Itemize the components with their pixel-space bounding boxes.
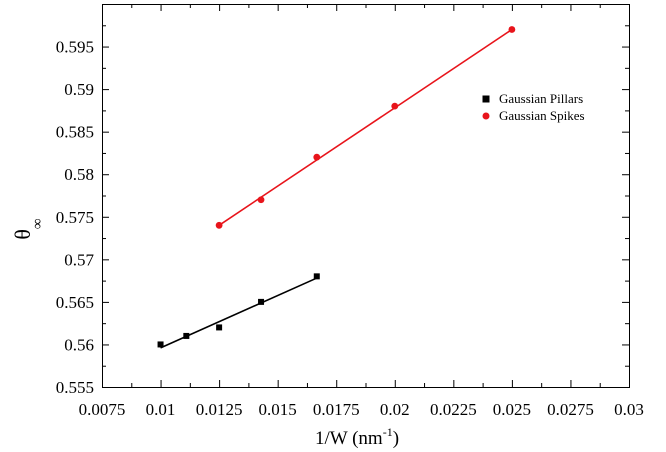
y-tick-label: 0.57 <box>64 250 94 269</box>
data-point-gaussian-spikes <box>215 221 223 229</box>
x-tick-label: 0.01 <box>146 400 176 419</box>
data-point-gaussian-pillars <box>183 332 190 339</box>
data-point-gaussian-spikes <box>257 196 265 204</box>
data-point-gaussian-spikes <box>313 153 321 161</box>
x-tick-label: 0.0225 <box>430 400 477 419</box>
y-tick-label: 0.585 <box>56 123 94 142</box>
legend-label-gaussian-pillars: Gaussian Pillars <box>499 91 583 106</box>
legend: Gaussian Pillars Gaussian Spikes <box>482 91 585 123</box>
data-point-gaussian-pillars <box>216 324 223 331</box>
legend-swatch-gaussian-pillars <box>482 95 490 103</box>
data-point-gaussian-spikes <box>508 26 516 33</box>
y-tick-label: 0.59 <box>64 80 94 99</box>
x-tick-label: 0.0075 <box>79 400 126 419</box>
x-tick-label: 0.0175 <box>313 400 360 419</box>
x-axis-title: 1/W (nm-1) <box>315 425 399 449</box>
data-point-gaussian-pillars <box>258 298 265 305</box>
x-tick-label: 0.025 <box>493 400 531 419</box>
y-tick-label: 0.565 <box>56 293 94 312</box>
x-tick-label: 0.03 <box>614 400 644 419</box>
fit-line-gaussian-spikes <box>218 28 513 226</box>
x-tick-label: 0.02 <box>380 400 410 419</box>
y-axis-title: θ∞ <box>10 218 46 239</box>
y-tick-label: 0.555 <box>56 378 94 397</box>
plot-frame <box>102 4 630 388</box>
x-tick-label: 0.0275 <box>547 400 594 419</box>
fit-lines <box>160 28 513 349</box>
x-tick-labels: 0.0075 0.01 0.0125 0.015 0.0175 0.02 0.0225 0.0… <box>79 400 644 419</box>
y-tick-label: 0.56 <box>64 335 94 354</box>
x-tick-label: 0.015 <box>259 400 297 419</box>
data-markers <box>157 26 516 348</box>
x-tick-label: 0.0125 <box>196 400 243 419</box>
legend-label-gaussian-spikes: Gaussian Spikes <box>499 108 585 123</box>
data-point-gaussian-spikes <box>391 102 399 110</box>
y-tick-label: 0.595 <box>56 38 94 57</box>
y-tick-label: 0.58 <box>64 165 94 184</box>
data-point-gaussian-pillars <box>157 341 164 348</box>
y-tick-label: 0.575 <box>56 208 94 227</box>
plot-area <box>102 4 630 388</box>
y-tick-labels: 0.555 0.56 0.565 0.57 0.575 0.58 0.585 0.59 0.59… <box>56 38 95 397</box>
axis-ticks <box>102 4 630 388</box>
legend-swatch-gaussian-spikes <box>482 112 490 120</box>
data-point-gaussian-pillars <box>313 273 320 280</box>
